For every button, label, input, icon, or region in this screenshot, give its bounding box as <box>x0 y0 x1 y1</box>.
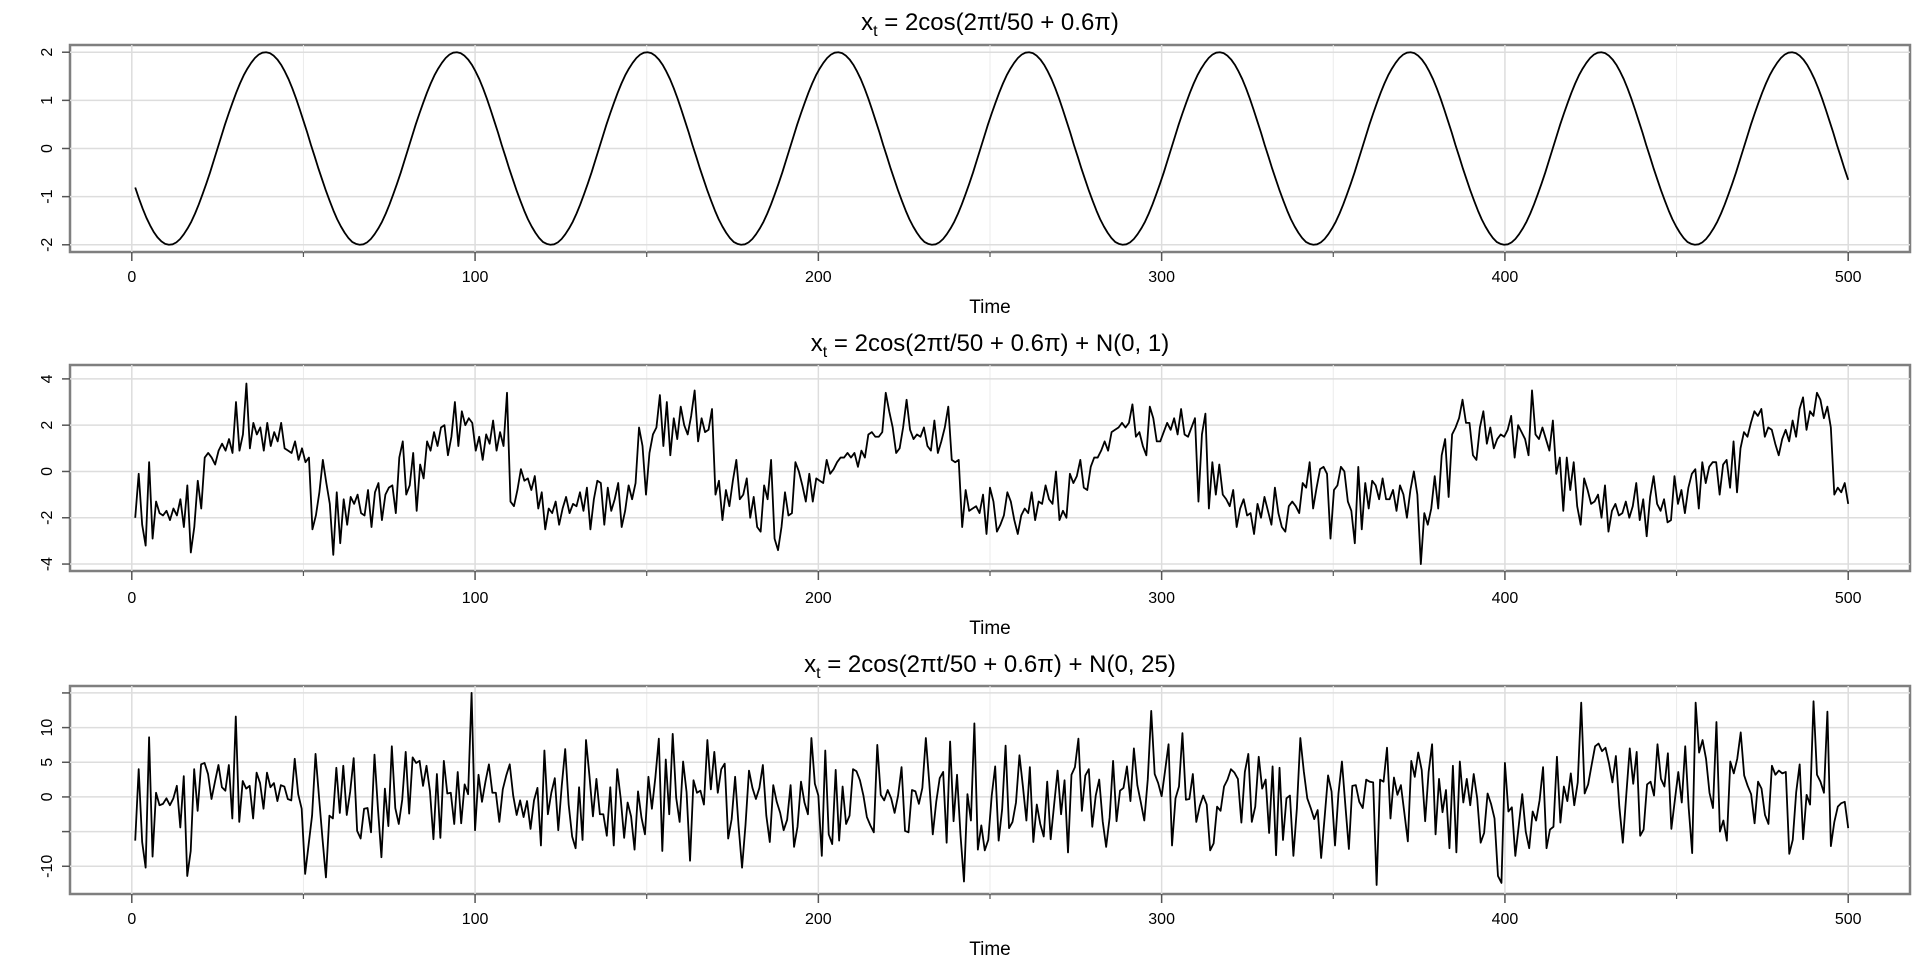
chart-title: xt = 2cos(2πt/50 + 0.6π) <box>861 9 1119 40</box>
y-tick-label: 10 <box>39 719 56 737</box>
chart-panel-3: 0 100 200 300 400 500 -10 0 5 10 Time xt = 2cos(2πt… <box>39 651 1912 960</box>
y-tick-label: 2 <box>39 48 56 57</box>
x-axis-label: Time <box>969 939 1011 960</box>
y-tick-label: 0 <box>39 792 56 801</box>
y-tick-label: 5 <box>39 758 56 767</box>
x-tick-label: 500 <box>1835 590 1862 607</box>
x-axis-label: Time <box>969 297 1011 318</box>
series-line <box>134 382 1850 565</box>
x-tick-label: 100 <box>462 911 489 928</box>
x-tick-label: 200 <box>805 911 832 928</box>
y-tick-label: -1 <box>39 189 56 203</box>
x-tick-label: 0 <box>127 590 136 607</box>
y-tick-label: 1 <box>39 96 56 105</box>
x-tick-label: 400 <box>1492 269 1519 286</box>
x-tick-label: 300 <box>1148 590 1175 607</box>
y-tick-label: 0 <box>39 467 56 476</box>
x-axis-label: Time <box>969 618 1011 639</box>
chart-panel-1: 0 100 200 300 400 500 -2 -1 0 1 2 Time xt = 2cos(2πt… <box>39 9 1912 318</box>
y-tick-label: -2 <box>39 238 56 252</box>
y-tick-label: -2 <box>39 511 56 525</box>
y-tick-label: 2 <box>39 421 56 430</box>
x-tick-label: 500 <box>1835 911 1862 928</box>
x-tick-label: 100 <box>462 590 489 607</box>
y-tick-label: -10 <box>39 855 56 878</box>
y-tick-label: 0 <box>39 144 56 153</box>
chart-panel-2: 0 100 200 300 400 500 -4 -2 0 2 4 Time xt = 2cos(2πt… <box>39 330 1912 639</box>
x-tick-label: 0 <box>127 911 136 928</box>
x-tick-label: 100 <box>462 269 489 286</box>
x-tick-label: 300 <box>1148 269 1175 286</box>
y-tick-label: 4 <box>39 374 56 383</box>
x-tick-label: 400 <box>1492 590 1519 607</box>
x-tick-label: 500 <box>1835 269 1862 286</box>
x-tick-label: 0 <box>127 269 136 286</box>
x-tick-label: 300 <box>1148 911 1175 928</box>
x-tick-label: 200 <box>805 269 832 286</box>
y-tick-label: -4 <box>39 557 56 571</box>
series-line <box>134 692 1850 886</box>
series-line <box>134 51 1850 246</box>
chart-title: xt = 2cos(2πt/50 + 0.6π) + N(0, 25) <box>804 651 1176 682</box>
x-tick-label: 400 <box>1492 911 1519 928</box>
chart-title: xt = 2cos(2πt/50 + 0.6π) + N(0, 1) <box>811 330 1169 361</box>
x-tick-label: 200 <box>805 590 832 607</box>
